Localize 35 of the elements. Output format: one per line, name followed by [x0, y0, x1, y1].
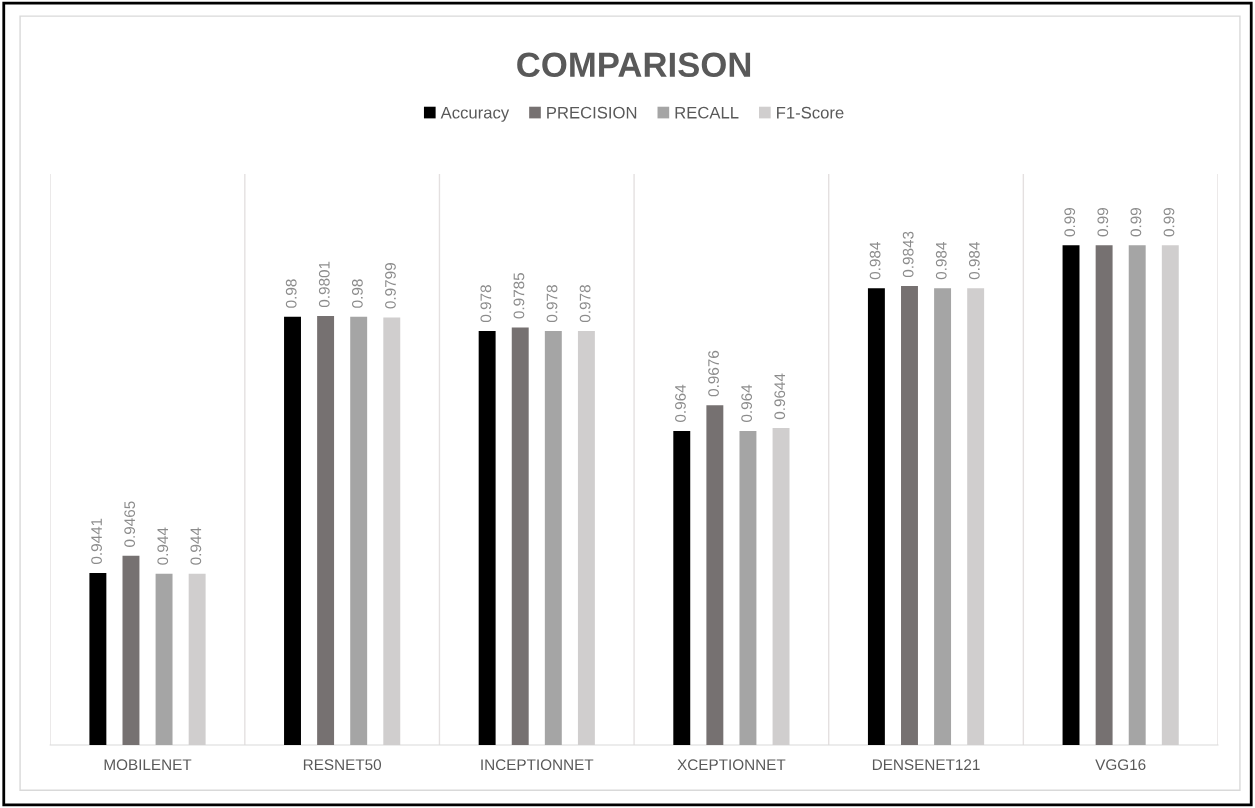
data-label: 0.964: [675, 384, 686, 422]
data-label: 0.9644: [774, 373, 786, 420]
x-tick-label: RESNET50: [303, 759, 382, 771]
data-label: 0.944: [190, 527, 202, 565]
data-label: 0.9465: [124, 501, 136, 547]
data-label: 0.9799: [385, 263, 396, 309]
data-label: 0.978: [579, 285, 591, 323]
data-label: 0.98: [351, 279, 363, 308]
x-tick-label: DENSENET121: [872, 759, 980, 771]
data-label: 0.99: [1130, 207, 1142, 237]
data-label: 0.964: [741, 384, 753, 422]
data-label: 0.9843: [902, 231, 914, 278]
x-tick-label: INCEPTIONNET: [481, 759, 594, 771]
legend-label: PRECISION: [547, 106, 637, 119]
x-tick-label: XCEPTIONNET: [677, 759, 786, 771]
data-label: 0.984: [968, 242, 980, 280]
data-label: 0.99: [1163, 207, 1175, 237]
x-tick-label: MOBILENET: [104, 759, 192, 771]
x-tick-label: VGG16: [1095, 759, 1146, 771]
data-label: 0.9676: [708, 350, 719, 397]
data-label: 0.984: [935, 242, 947, 280]
data-label: 0.978: [546, 285, 558, 323]
data-label: 0.99: [1097, 207, 1109, 237]
legend-label: F1-Score: [777, 106, 844, 119]
data-label: 0.98: [285, 279, 297, 308]
data-label: 0.944: [157, 527, 169, 565]
chart-title: COMPARISON: [517, 52, 751, 78]
data-label: 0.99: [1064, 207, 1076, 237]
data-label: 0.9441: [91, 518, 102, 565]
legend-label: Accuracy: [440, 106, 510, 122]
legend-label: RECALL: [675, 106, 739, 119]
data-label: 0.9785: [513, 273, 525, 319]
data-label: 0.978: [480, 285, 492, 323]
data-label: 0.9801: [318, 261, 330, 308]
data-label: 0.984: [869, 242, 881, 280]
